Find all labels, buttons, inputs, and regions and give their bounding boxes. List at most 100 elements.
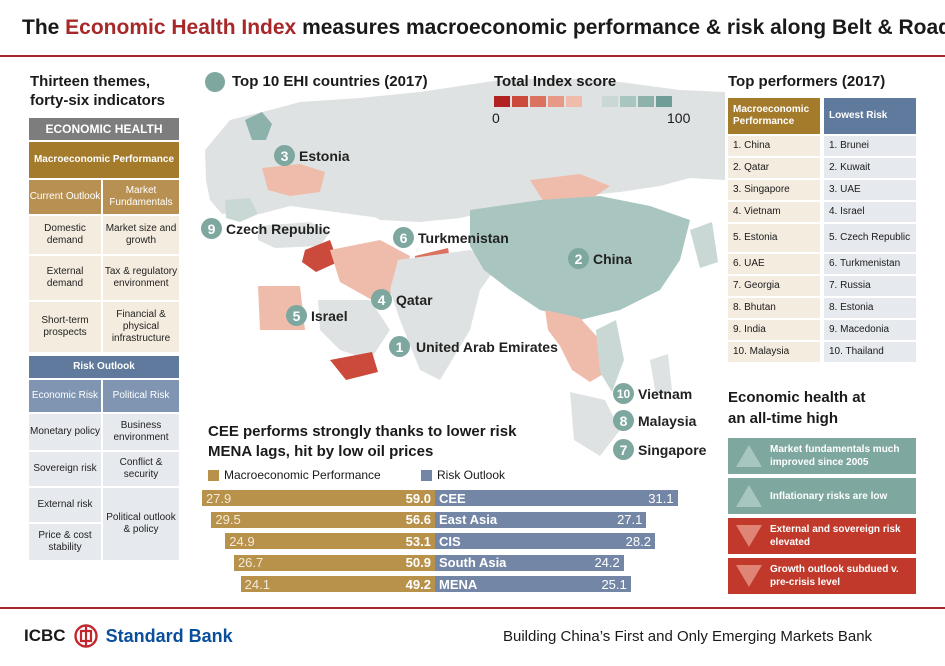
page-title: The Economic Health Index measures macro… xyxy=(22,16,945,40)
pin-czech-republic: 9 Czech Republic xyxy=(201,218,330,239)
risk-performer: 9. Macedonia xyxy=(824,320,916,340)
macro-bar: 27.9 59.0 xyxy=(201,490,435,506)
stat-text: Market fundamentals much improved since … xyxy=(770,444,900,468)
risk-bar: South Asia 24.2 xyxy=(435,554,624,571)
pin-label: Singapore xyxy=(638,441,707,458)
total-value: 50.9 xyxy=(405,555,431,570)
risk-performer: 8. Estonia xyxy=(824,298,916,318)
arrow-down-icon xyxy=(736,565,762,587)
themes-title-line2: forty-six indicators xyxy=(30,92,166,109)
tagline: Building China’s First and Only Emerging… xyxy=(503,628,873,645)
indicator-cell: Political outlook & policy xyxy=(103,488,179,560)
footer-logos: ICBC Standard Bank xyxy=(24,624,233,648)
pin-number: 4 xyxy=(371,289,392,310)
indicator-cell: Price & cost stability xyxy=(29,524,101,560)
risk-performer: 4. Israel xyxy=(824,202,916,222)
pin-label: United Arab Emirates xyxy=(416,338,558,355)
syria-region xyxy=(302,240,338,272)
risk-value: 24.2 xyxy=(594,555,620,570)
scandinavia-region xyxy=(245,112,272,140)
risk-value: 31.1 xyxy=(648,490,674,506)
kazakhstan-region xyxy=(355,170,500,222)
economic-risk-header: Economic Risk xyxy=(29,380,101,412)
region-label: South Asia xyxy=(439,555,507,570)
macro-performer: 5. Estonia xyxy=(728,224,820,252)
region-label: CIS xyxy=(439,533,461,549)
korea-japan-region xyxy=(690,222,718,268)
pin-malaysia: 8 Malaysia xyxy=(613,410,696,431)
macro-value: 26.7 xyxy=(237,555,264,570)
macro-performer: 10. Malaysia xyxy=(728,342,820,362)
pin-estonia: 3 Estonia xyxy=(274,145,350,166)
indicator-cell: Conflict & security xyxy=(103,452,179,486)
risk-performer: 6. Turkmenistan xyxy=(824,254,916,274)
stat-card: Market fundamentals much improved since … xyxy=(728,438,916,474)
pin-number: 6 xyxy=(393,227,414,248)
risk-performer: 2. Kuwait xyxy=(824,158,916,178)
risk-value: 27.1 xyxy=(617,512,643,527)
total-value: 59.0 xyxy=(405,490,431,506)
indicator-cell: Market size and growth xyxy=(103,216,179,254)
health-title-line2: an all-time high xyxy=(728,410,839,427)
bars-title: CEE performs strongly thanks to lower ri… xyxy=(208,422,516,462)
total-value: 49.2 xyxy=(405,576,431,592)
total-value: 53.1 xyxy=(405,533,431,549)
risk-bar: East Asia 27.1 xyxy=(435,511,647,528)
legend-min: 0 xyxy=(492,110,500,126)
region-label: CEE xyxy=(439,490,466,506)
pin-label: China xyxy=(593,250,632,267)
pin-label: Israel xyxy=(311,307,348,324)
legend-title: Total Index score xyxy=(494,73,617,90)
macro-performer: 9. India xyxy=(728,320,820,340)
macro-performer: 8. Bhutan xyxy=(728,298,820,318)
indonesia-region xyxy=(570,392,620,456)
philippines-region xyxy=(650,354,672,396)
pin-number: 2 xyxy=(568,248,589,269)
political-risk-header: Political Risk xyxy=(103,380,179,412)
macro-value: 29.5 xyxy=(215,512,241,527)
macro-value: 24.1 xyxy=(244,576,270,592)
icbc-logo-icon xyxy=(73,624,98,648)
macro-performer: 6. UAE xyxy=(728,254,820,274)
risk-bar: CIS 28.2 xyxy=(435,533,655,549)
risk-bar: MENA 25.1 xyxy=(435,576,631,592)
stat-text: Inflationary risks are low xyxy=(770,490,888,502)
legend-swatch xyxy=(512,96,528,107)
pin-label: Qatar xyxy=(396,291,433,308)
pin-number: 8 xyxy=(613,410,634,431)
indicator-cell: Monetary policy xyxy=(29,414,101,450)
macro-performer: 4. Vietnam xyxy=(728,202,820,222)
key-risk: Risk Outlook xyxy=(421,468,505,482)
legend-max: 100 xyxy=(667,110,691,126)
bars-title-line1: CEE performs strongly thanks to lower ri… xyxy=(208,423,517,440)
southeast-asia-region xyxy=(545,310,610,382)
col-risk-header: Lowest Risk xyxy=(824,98,916,134)
pin-number: 3 xyxy=(274,145,295,166)
pin-label: Malaysia xyxy=(638,412,697,429)
macro-performer: 7. Georgia xyxy=(728,276,820,296)
header-divider xyxy=(0,55,945,57)
arrow-up-icon xyxy=(736,445,762,467)
risk-bar: CEE 31.1 xyxy=(435,490,678,506)
pin-number: 5 xyxy=(286,305,307,326)
stat-card: External and sovereign risk elevated xyxy=(728,518,916,554)
legend-swatch xyxy=(494,96,510,107)
arrow-up-icon xyxy=(736,485,762,507)
key-macro-label: Macroeconomic Performance xyxy=(224,468,381,482)
title-suffix: measures macroeconomic performance & ris… xyxy=(296,16,945,39)
risk-performer: 5. Czech Republic xyxy=(824,224,916,252)
pin-qatar: 4 Qatar xyxy=(371,289,433,310)
legend-swatch xyxy=(566,96,582,107)
macro-performer: 1. China xyxy=(728,136,820,156)
risk-performer: 10. Thailand xyxy=(824,342,916,362)
title-highlight: Economic Health Index xyxy=(65,16,297,39)
macro-bar: 24.1 49.2 xyxy=(240,576,435,592)
legend-swatch xyxy=(620,96,636,107)
region-label: East Asia xyxy=(439,512,498,527)
macro-bar: 26.7 50.9 xyxy=(233,554,435,571)
risk-outlook-header: Risk Outlook xyxy=(29,356,179,378)
economic-health-header: ECONOMIC HEALTH xyxy=(29,118,179,140)
macro-value: 24.9 xyxy=(229,533,255,549)
legend-swatch xyxy=(548,96,564,107)
pin-label: Turkmenistan xyxy=(418,229,509,246)
